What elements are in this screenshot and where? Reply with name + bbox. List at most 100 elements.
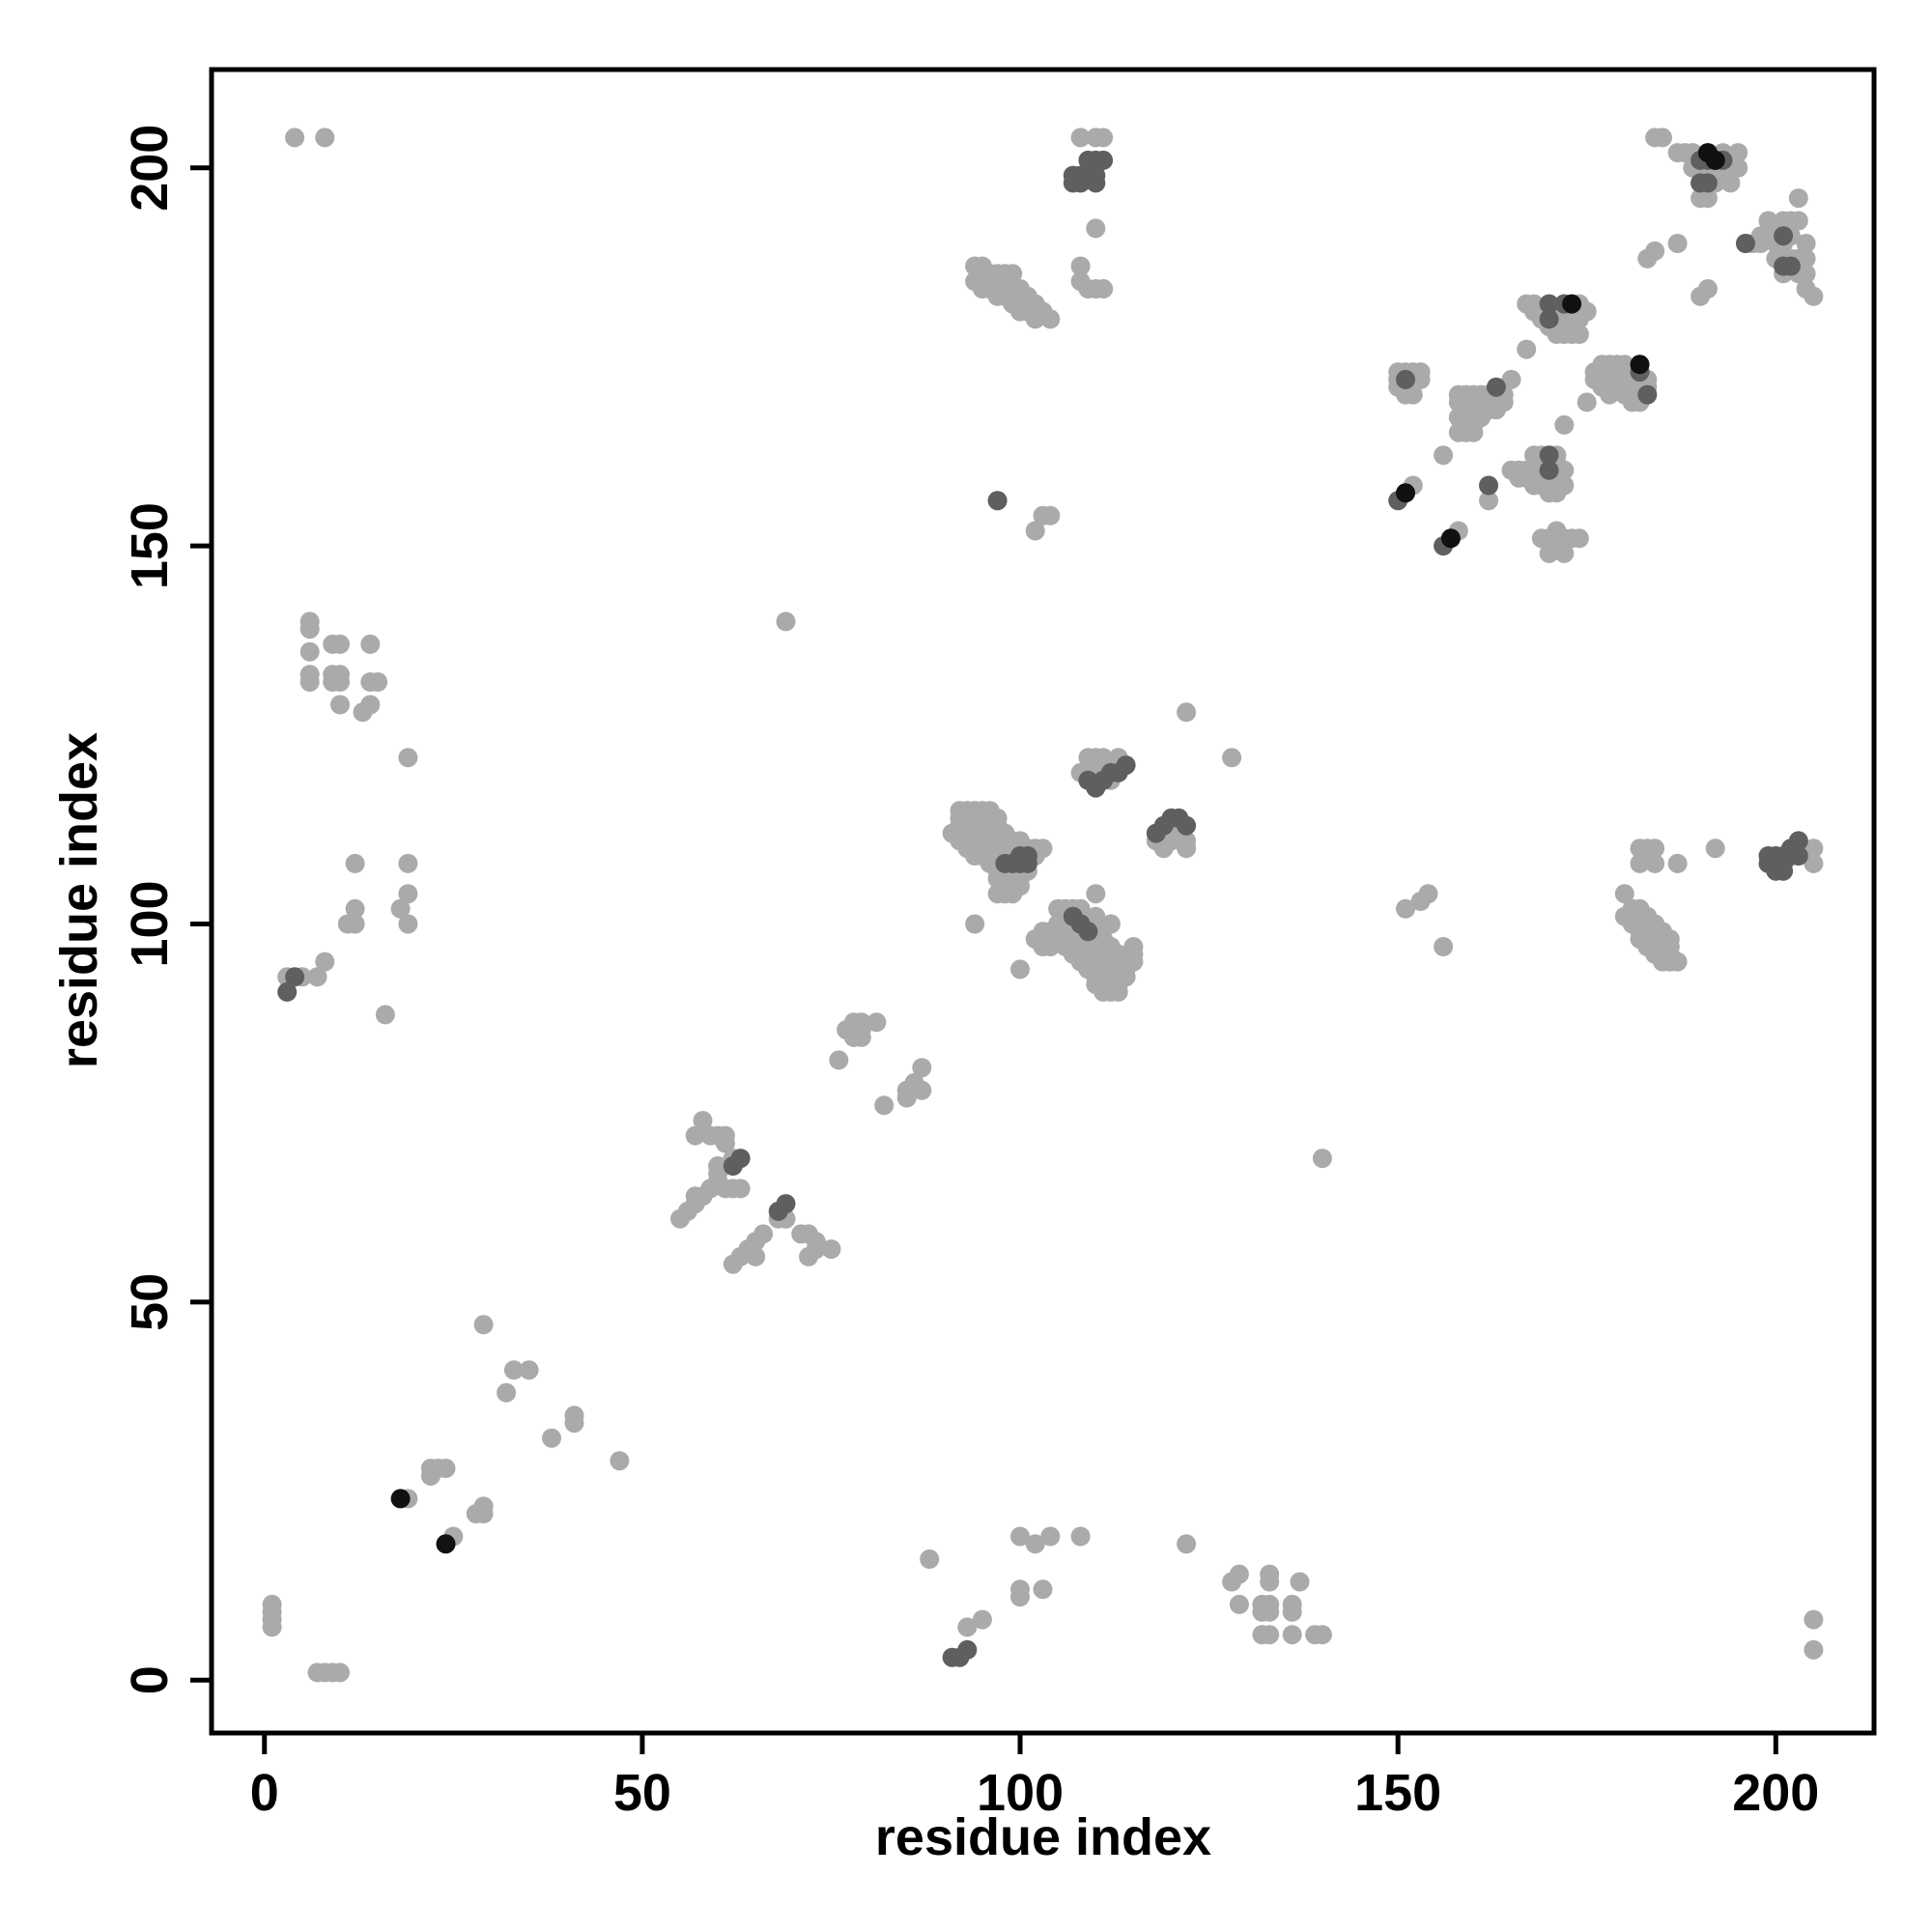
contact-point bbox=[315, 952, 335, 972]
contact-point bbox=[776, 1194, 796, 1214]
contact-point bbox=[1667, 952, 1688, 972]
contact-point bbox=[1569, 325, 1589, 344]
contact-point bbox=[1116, 755, 1136, 776]
contact-point bbox=[1645, 838, 1665, 859]
contact-point bbox=[1010, 959, 1030, 980]
contact-point bbox=[1690, 286, 1711, 306]
x-axis-title: residue index bbox=[875, 1808, 1211, 1866]
contact-point bbox=[1569, 528, 1589, 549]
contact-point bbox=[1796, 248, 1816, 269]
contact-point bbox=[542, 1428, 561, 1448]
contact-point bbox=[799, 1246, 818, 1266]
contact-point bbox=[1177, 1534, 1197, 1554]
contact-point bbox=[1517, 339, 1537, 359]
contact-point bbox=[1040, 937, 1061, 956]
contact-point bbox=[1780, 256, 1801, 276]
contact-point bbox=[874, 1095, 895, 1116]
contact-point bbox=[390, 898, 411, 919]
contact-point bbox=[1796, 234, 1816, 253]
contact-point bbox=[285, 967, 305, 987]
contact-point bbox=[1434, 937, 1454, 956]
contact-point bbox=[1177, 702, 1197, 723]
contact-point bbox=[1290, 1572, 1310, 1592]
contact-point bbox=[1653, 952, 1672, 972]
contact-point bbox=[1153, 838, 1174, 859]
contact-point bbox=[1100, 914, 1121, 934]
contact-point bbox=[1177, 815, 1197, 836]
x-axis: 0 50 100 150 200 bbox=[250, 1733, 1819, 1822]
contact-point bbox=[330, 695, 350, 715]
contact-point bbox=[746, 1246, 766, 1266]
contact-point bbox=[398, 914, 418, 934]
contact-point bbox=[519, 1360, 539, 1380]
contact-point bbox=[1804, 838, 1824, 859]
contact-point bbox=[1645, 853, 1665, 873]
contact-point bbox=[1539, 460, 1559, 480]
contact-point bbox=[1562, 294, 1582, 314]
contact-point bbox=[398, 853, 418, 873]
contact-point bbox=[1222, 748, 1242, 768]
contact-point bbox=[262, 1617, 282, 1637]
contact-point bbox=[1758, 211, 1778, 231]
contact-point bbox=[1282, 1602, 1302, 1622]
contact-point bbox=[353, 702, 373, 723]
contact-point bbox=[564, 1413, 584, 1434]
contact-point bbox=[299, 619, 320, 639]
contact-point bbox=[1630, 355, 1650, 375]
contact-point bbox=[1410, 369, 1431, 389]
x-tick-label: 200 bbox=[1732, 1764, 1819, 1822]
contact-point bbox=[345, 914, 365, 934]
contact-point bbox=[1017, 846, 1037, 866]
plot-frame bbox=[209, 67, 1877, 1736]
contact-point bbox=[1720, 173, 1741, 193]
contact-point bbox=[1010, 1526, 1030, 1547]
contact-point bbox=[1539, 294, 1559, 314]
contact-point bbox=[1600, 384, 1620, 405]
contact-point bbox=[1396, 483, 1415, 503]
contact-point bbox=[972, 1609, 992, 1630]
x-tick-label: 0 bbox=[250, 1764, 279, 1822]
contact-point bbox=[1554, 543, 1575, 563]
contact-point bbox=[1728, 143, 1748, 163]
contact-point bbox=[345, 898, 365, 919]
contact-point bbox=[1804, 1639, 1824, 1660]
contact-point bbox=[685, 1125, 705, 1146]
y-axis: 0 50 100 150 200 bbox=[121, 125, 212, 1694]
contact-point bbox=[1479, 491, 1498, 511]
contact-point bbox=[920, 1549, 940, 1569]
contact-point bbox=[1736, 234, 1755, 253]
contact-point bbox=[987, 491, 1008, 511]
contact-point bbox=[1728, 157, 1748, 178]
contact-point bbox=[497, 1382, 517, 1403]
contact-point bbox=[277, 981, 298, 1002]
contact-point bbox=[1396, 369, 1415, 389]
contact-point bbox=[1094, 748, 1114, 768]
contact-point bbox=[1697, 173, 1718, 193]
contact-point bbox=[1094, 279, 1114, 298]
contact-point bbox=[1094, 128, 1114, 148]
contact-point bbox=[821, 1239, 841, 1260]
contact-point bbox=[723, 1254, 743, 1274]
contact-point bbox=[330, 672, 350, 692]
contact-point bbox=[1539, 309, 1559, 329]
contact-point bbox=[1403, 384, 1423, 405]
contact-point bbox=[323, 634, 343, 654]
contact-point bbox=[1614, 884, 1634, 904]
contact-point bbox=[307, 967, 327, 987]
contact-point bbox=[1705, 150, 1725, 170]
y-tick-label: 0 bbox=[121, 1665, 179, 1694]
contact-point bbox=[1003, 884, 1023, 904]
contact-point bbox=[1653, 128, 1672, 148]
contact-point bbox=[912, 1080, 932, 1100]
y-axis-title: residue index bbox=[50, 732, 108, 1068]
contact-point bbox=[315, 128, 335, 148]
contact-point bbox=[1697, 188, 1718, 209]
contact-point bbox=[1010, 1587, 1030, 1607]
contact-point bbox=[1040, 1526, 1061, 1547]
contact-point bbox=[1788, 211, 1808, 231]
y-tick-label: 150 bbox=[121, 502, 179, 589]
x-tick-label: 100 bbox=[977, 1764, 1064, 1822]
y-tick-label: 50 bbox=[121, 1273, 179, 1331]
contact-point bbox=[1434, 445, 1454, 466]
